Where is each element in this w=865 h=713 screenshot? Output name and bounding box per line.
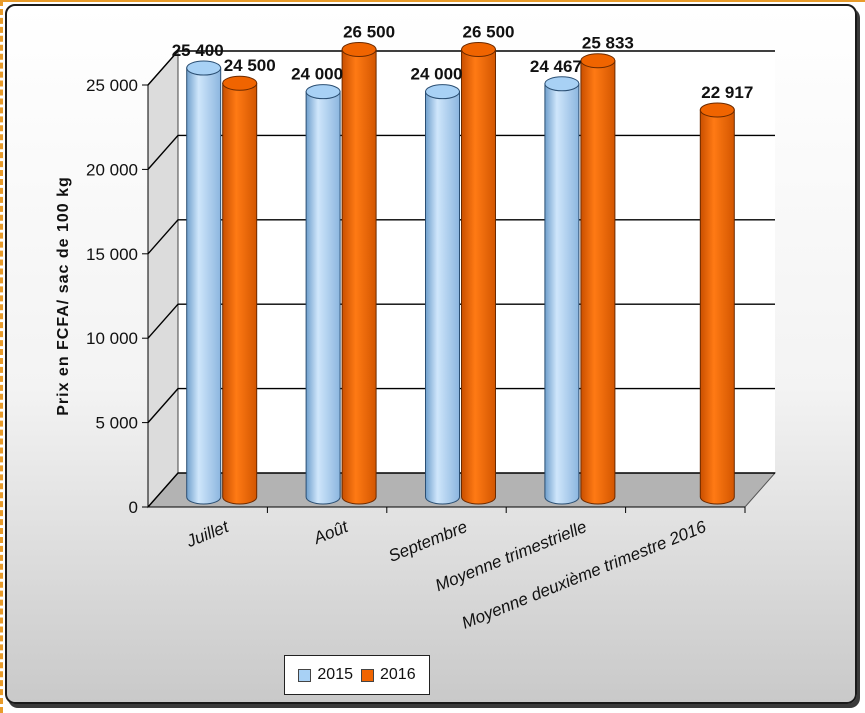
x-tick-label: Septembre <box>386 517 470 566</box>
cylinder-top <box>699 102 735 118</box>
cylinder-body <box>305 91 341 505</box>
y-axis-title: Prix en FCFA/ sac de 100 kg <box>55 176 72 416</box>
cylinder-top <box>544 76 580 92</box>
cylinder-top <box>341 41 377 57</box>
x-tick-label: Août <box>310 517 352 549</box>
data-label: 26 500 <box>463 22 515 41</box>
data-label: 22 917 <box>701 83 753 102</box>
bar-2016-3 <box>580 53 616 505</box>
cylinder-top <box>580 53 616 69</box>
cylinder-top <box>305 84 341 100</box>
x-tick-label: Juillet <box>183 517 233 552</box>
bar-2015-0 <box>186 60 222 505</box>
cylinder-top <box>222 75 258 91</box>
cylinder-body <box>222 82 258 505</box>
bar-2016-4 <box>699 102 735 505</box>
y-tick-label: 20 000 <box>86 160 138 179</box>
gridline <box>147 50 775 86</box>
data-label: 24 000 <box>291 65 343 84</box>
y-tick-label: 25 000 <box>86 76 138 95</box>
bar-2016-0 <box>222 75 258 505</box>
cylinder-body <box>699 109 735 505</box>
data-label: 24 000 <box>411 65 463 84</box>
data-label: 25 833 <box>582 34 634 53</box>
bar-2015-2 <box>425 84 460 505</box>
legend: 2015 2016 <box>284 655 430 695</box>
legend-label-2016: 2016 <box>380 666 416 683</box>
cylinder-body <box>425 91 460 505</box>
bar-2015-1 <box>305 84 341 505</box>
bar-2015-3 <box>544 76 580 505</box>
legend-swatch-2016 <box>361 668 374 682</box>
data-label: 25 400 <box>172 41 224 60</box>
cylinder-top <box>186 60 222 76</box>
chart-marks <box>186 41 735 505</box>
cylinder-body <box>544 83 580 505</box>
y-tick-label: 0 <box>129 498 138 517</box>
cylinder-top <box>425 84 460 100</box>
y-tick-label: 5 000 <box>95 414 138 433</box>
cylinder-body <box>461 48 496 505</box>
cylinder-body <box>341 48 377 505</box>
cylinder-body <box>186 67 222 505</box>
bar-2016-1 <box>341 41 377 505</box>
bar-2016-2 <box>461 41 496 505</box>
side-wall <box>147 49 179 509</box>
data-label: 24 467 <box>530 57 582 76</box>
y-tick-label: 10 000 <box>86 329 138 348</box>
cylinder-body <box>580 60 616 505</box>
y-tick-label: 15 000 <box>86 245 138 264</box>
legend-swatch-2015 <box>298 668 312 682</box>
legend-label-2015: 2015 <box>317 666 353 683</box>
cylinder-top <box>461 41 496 57</box>
data-label: 26 500 <box>343 22 395 41</box>
data-label: 24 500 <box>224 56 276 75</box>
